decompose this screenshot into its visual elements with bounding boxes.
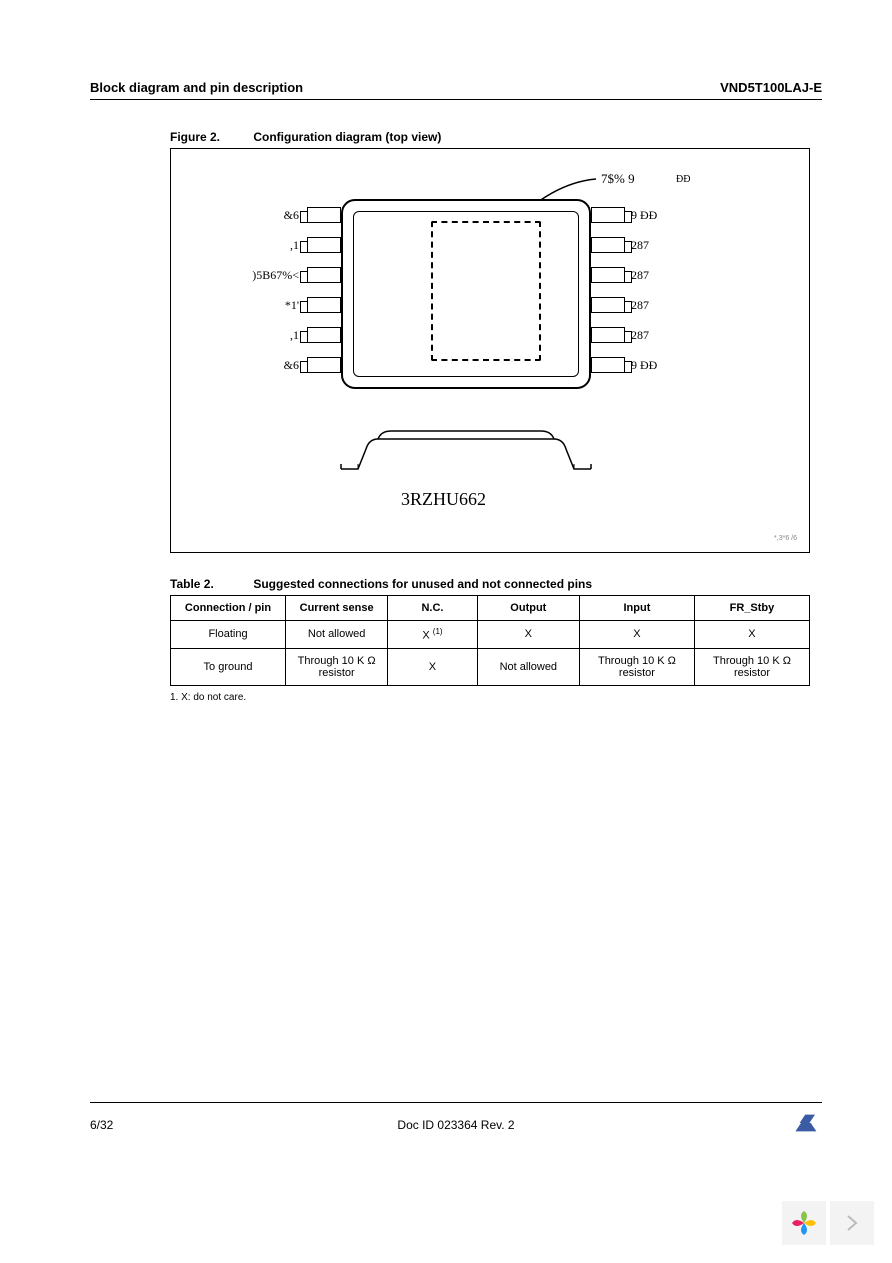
table-caption: Table 2. Suggested connections for unuse… <box>90 577 822 591</box>
table-cell: X <box>388 648 477 685</box>
pin-label-left: &6 <box>219 358 299 373</box>
pin-label-right: 287 <box>631 268 711 283</box>
page-footer: 6/32 Doc ID 023364 Rev. 2 <box>90 1102 822 1140</box>
table-col-header: Connection / pin <box>171 596 286 621</box>
pin-label-left: )5B67%< <box>219 268 299 283</box>
table-cell: X <box>694 621 809 649</box>
table-cell: Not allowed <box>477 648 579 685</box>
side-view <box>336 419 596 474</box>
table-col-header: N.C. <box>388 596 477 621</box>
pin-label-right: 9 ĐĐ <box>631 208 711 223</box>
next-button[interactable] <box>830 1201 874 1245</box>
section-title: Block diagram and pin description <box>90 80 303 95</box>
table-col-header: Input <box>579 596 694 621</box>
tab-label: 7$% 9 <box>601 171 635 187</box>
tiny-code: *,3*6 /6 <box>774 535 797 542</box>
figure-caption: Figure 2. Configuration diagram (top vie… <box>90 130 822 144</box>
page-widget <box>782 1201 874 1245</box>
pin-label-right: 9 ĐĐ <box>631 358 711 373</box>
pin-label-right: 287 <box>631 298 711 313</box>
table-col-header: FR_Stby <box>694 596 809 621</box>
table-cell: Through 10 K Ω resistor <box>694 648 809 685</box>
table-col-header: Current sense <box>286 596 388 621</box>
widget-logo[interactable] <box>782 1201 826 1245</box>
page-number: 6/32 <box>90 1118 113 1132</box>
table-cell: X <box>579 621 694 649</box>
st-logo <box>780 1109 822 1140</box>
pin-right <box>591 207 625 223</box>
table-col-header: Output <box>477 596 579 621</box>
table-row: FloatingNot allowedX (1)XXX <box>171 621 810 649</box>
pin-right <box>591 357 625 373</box>
pin-right <box>591 267 625 283</box>
table-cell: X (1) <box>388 621 477 649</box>
figure-title: Configuration diagram (top view) <box>253 130 441 144</box>
pin-label-right: 287 <box>631 328 711 343</box>
table-title: Suggested connections for unused and not… <box>253 577 592 591</box>
doc-id: Doc ID 023364 Rev. 2 <box>397 1118 514 1132</box>
pin-left <box>307 297 341 313</box>
table-cell: Through 10 K Ω resistor <box>579 648 694 685</box>
table-header-row: Connection / pinCurrent senseN.C.OutputI… <box>171 596 810 621</box>
footnote: 1. X: do not care. <box>170 692 822 703</box>
chevron-right-icon <box>846 1215 858 1231</box>
table-number: Table 2. <box>170 577 250 591</box>
pin-left <box>307 207 341 223</box>
table-cell: To ground <box>171 648 286 685</box>
table-cell: Floating <box>171 621 286 649</box>
table-cell: Through 10 K Ω resistor <box>286 648 388 685</box>
pin-left <box>307 357 341 373</box>
tab-slug <box>431 221 541 361</box>
table-cell: X <box>477 621 579 649</box>
figure-box: 7$% 9 ĐĐ 3RZHU662 *,3*6 /6 &6,1)5B <box>170 148 810 553</box>
pin-left <box>307 327 341 343</box>
pin-left <box>307 267 341 283</box>
power-label: 3RZHU662 <box>401 489 486 510</box>
pin-right <box>591 297 625 313</box>
pin-label-left: &6 <box>219 208 299 223</box>
connections-table: Connection / pinCurrent senseN.C.OutputI… <box>170 595 810 686</box>
pin-label-left: ,1 <box>219 328 299 343</box>
table-cell: Not allowed <box>286 621 388 649</box>
table-row: To groundThrough 10 K Ω resistorXNot all… <box>171 648 810 685</box>
pin-label-left: ,1 <box>219 238 299 253</box>
figure-number: Figure 2. <box>170 130 250 144</box>
pin-right <box>591 237 625 253</box>
part-number: VND5T100LAJ-E <box>720 80 822 95</box>
pin-label-left: *1' <box>219 298 299 313</box>
pin-left <box>307 237 341 253</box>
pin-label-right: 287 <box>631 238 711 253</box>
pin-right <box>591 327 625 343</box>
tab-sub: ĐĐ <box>676 174 690 185</box>
